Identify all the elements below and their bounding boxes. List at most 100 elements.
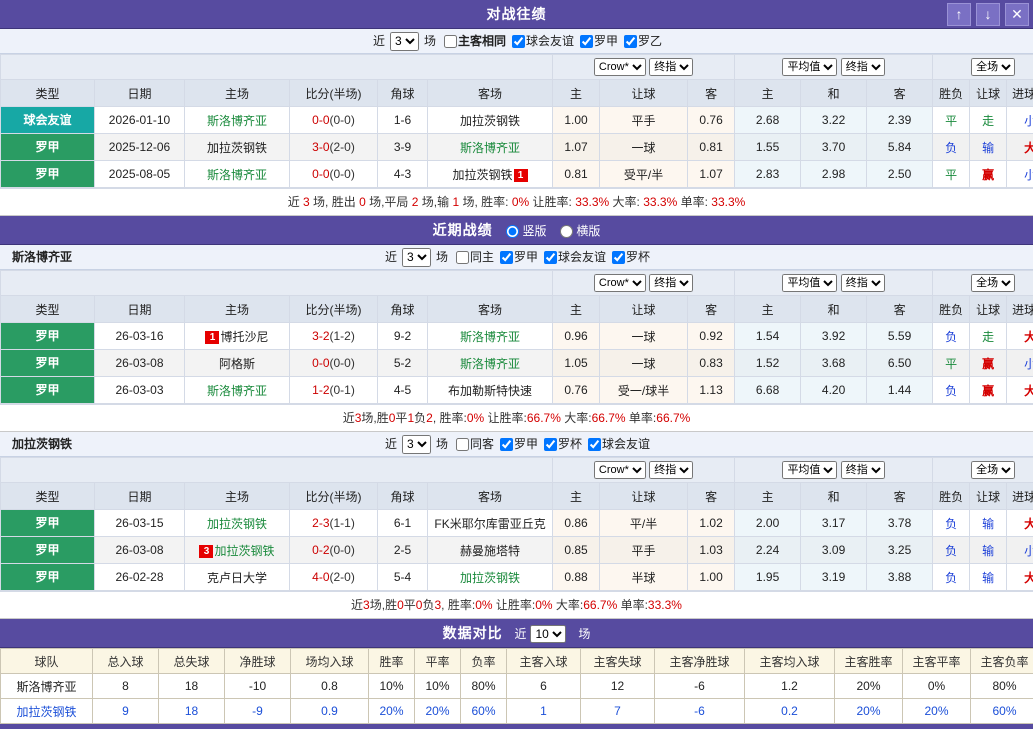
h2h-league-liga1-checkbox[interactable]	[580, 35, 593, 48]
teamB-match-count-select[interactable]: 3	[402, 435, 431, 454]
cell-home-team[interactable]: 加拉茨钢铁	[185, 510, 290, 537]
scroll-down-icon[interactable]: ↓	[976, 3, 1000, 26]
cell-home-team[interactable]: 克卢日大学	[185, 564, 290, 591]
h2h-league-friendly-checkbox[interactable]	[512, 35, 525, 48]
teamA-same-home-wrap[interactable]: 同主	[452, 245, 494, 269]
h2h-match-count-select[interactable]: 3	[390, 32, 419, 51]
cell-goals-result: 大	[1007, 134, 1033, 161]
cell-eu-draw: 3.22	[801, 107, 867, 134]
cell-away-team[interactable]: 斯洛博齐亚	[428, 134, 553, 161]
teamB-same-away-checkbox[interactable]	[456, 438, 469, 451]
teamA-scope-select[interactable]: 全场	[971, 274, 1015, 292]
cell-odds-away: 0.83	[688, 350, 735, 377]
h2h-oddstype2-select[interactable]: 终指	[841, 58, 885, 76]
close-icon[interactable]: ✕	[1005, 3, 1029, 26]
teamA-oddstype2-select[interactable]: 终指	[841, 274, 885, 292]
team-name: 斯洛博齐亚	[207, 384, 267, 398]
teamB-league-0-checkbox[interactable]	[500, 438, 513, 451]
teamB-avg-select[interactable]: 平均值	[782, 461, 837, 479]
teamA-company-select[interactable]: Crow*	[594, 274, 646, 292]
recent-view-vertical[interactable]: 竖版	[506, 217, 546, 245]
cell-type: 罗甲	[1, 323, 95, 350]
teamB-league-1-checkbox[interactable]	[544, 438, 557, 451]
col-result: 胜负	[933, 483, 970, 510]
cell-home-team[interactable]: 加拉茨钢铁	[185, 134, 290, 161]
teamA-league-0[interactable]: 罗甲	[496, 245, 538, 269]
h2h-league-liga2-checkbox[interactable]	[624, 35, 637, 48]
teamB-same-away-wrap[interactable]: 同客	[452, 432, 494, 456]
teamA-league-1[interactable]: 球会友谊	[540, 245, 606, 269]
cell-handicap: 受一/球半	[600, 377, 688, 404]
teamB-scope-select[interactable]: 全场	[971, 461, 1015, 479]
teamA-league-2-checkbox[interactable]	[612, 251, 625, 264]
compare-col-header: 负率	[461, 649, 507, 674]
teamA-league-0-checkbox[interactable]	[500, 251, 513, 264]
h2h-oddstype1-select[interactable]: 终指	[649, 58, 693, 76]
h2h-same-venue-checkbox[interactable]	[444, 35, 457, 48]
cell-away-team[interactable]: FK米耶尔库雷亚丘克	[428, 510, 553, 537]
league-badge: 罗甲	[1, 537, 94, 563]
cell-away-team[interactable]: 斯洛博齐亚	[428, 323, 553, 350]
h2h-scope-select[interactable]: 全场	[971, 58, 1015, 76]
teamB-league-0[interactable]: 罗甲	[496, 432, 538, 456]
teamB-filter-prefix: 近	[385, 432, 397, 456]
teamB-league-1[interactable]: 罗杯	[540, 432, 582, 456]
cell-home-team[interactable]: 斯洛博齐亚	[185, 161, 290, 188]
cell-home-team[interactable]: 斯洛博齐亚	[185, 107, 290, 134]
cell-away-team[interactable]: 赫曼施塔特	[428, 537, 553, 564]
cell-away-team[interactable]: 布加勒斯特快速	[428, 377, 553, 404]
compare-match-count-select[interactable]: 10	[530, 625, 566, 643]
teamB-league-2-label: 球会友谊	[602, 432, 650, 456]
cell-home-team[interactable]: 阿格斯	[185, 350, 290, 377]
recent-view-vertical-radio[interactable]	[506, 225, 519, 238]
h2h-league-liga2[interactable]: 罗乙	[620, 29, 662, 53]
cell-home-team[interactable]: 斯洛博齐亚	[185, 377, 290, 404]
teamB-league-2[interactable]: 球会友谊	[584, 432, 650, 456]
teamB-company-select[interactable]: Crow*	[594, 461, 646, 479]
cell-away-team[interactable]: 斯洛博齐亚	[428, 350, 553, 377]
cell-away-team[interactable]: 加拉茨钢铁	[428, 564, 553, 591]
recent-view-horizontal[interactable]: 横版	[560, 217, 600, 245]
teamB-oddstype1-select[interactable]: 终指	[649, 461, 693, 479]
h2h-section-header: 对战往绩 ↑ ↓ ✕	[0, 0, 1033, 29]
h2h-ctl-blank	[1, 55, 553, 80]
teamA-same-home-checkbox[interactable]	[456, 251, 469, 264]
h2h-company-select[interactable]: Crow*	[594, 58, 646, 76]
cell-odds-home: 1.00	[553, 107, 600, 134]
cell-eu-draw: 3.17	[801, 510, 867, 537]
col-eu-draw: 和	[801, 80, 867, 107]
cell-result: 负	[933, 377, 970, 404]
teamB-oddstype2-select[interactable]: 终指	[841, 461, 885, 479]
cell-odds-away: 1.07	[688, 161, 735, 188]
h2h-league-liga1[interactable]: 罗甲	[576, 29, 618, 53]
scroll-up-icon[interactable]: ↑	[947, 3, 971, 26]
h2h-avg-select[interactable]: 平均值	[782, 58, 837, 76]
cell-handicap-result: 赢	[970, 350, 1007, 377]
teamA-oddstype1-select[interactable]: 终指	[649, 274, 693, 292]
cell-date: 2025-08-05	[95, 161, 185, 188]
teamA-league-1-checkbox[interactable]	[544, 251, 557, 264]
h2h-same-venue-checkbox-wrap[interactable]: 主客相同	[440, 29, 506, 53]
teamB-league-2-checkbox[interactable]	[588, 438, 601, 451]
compare-cell: 9	[93, 699, 159, 724]
teamA-match-count-select[interactable]: 3	[402, 248, 431, 267]
recent-view-horizontal-radio[interactable]	[560, 225, 573, 238]
team-name: 加拉茨钢铁	[460, 114, 520, 128]
cell-away-team[interactable]: 加拉茨钢铁	[428, 107, 553, 134]
teamA-avg-select[interactable]: 平均值	[782, 274, 837, 292]
h2h-league-friendly[interactable]: 球会友谊	[508, 29, 574, 53]
league-badge: 罗甲	[1, 161, 94, 187]
teamA-league-2[interactable]: 罗杯	[608, 245, 650, 269]
